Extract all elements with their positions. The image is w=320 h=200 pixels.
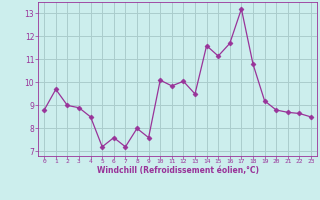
X-axis label: Windchill (Refroidissement éolien,°C): Windchill (Refroidissement éolien,°C) bbox=[97, 166, 259, 175]
